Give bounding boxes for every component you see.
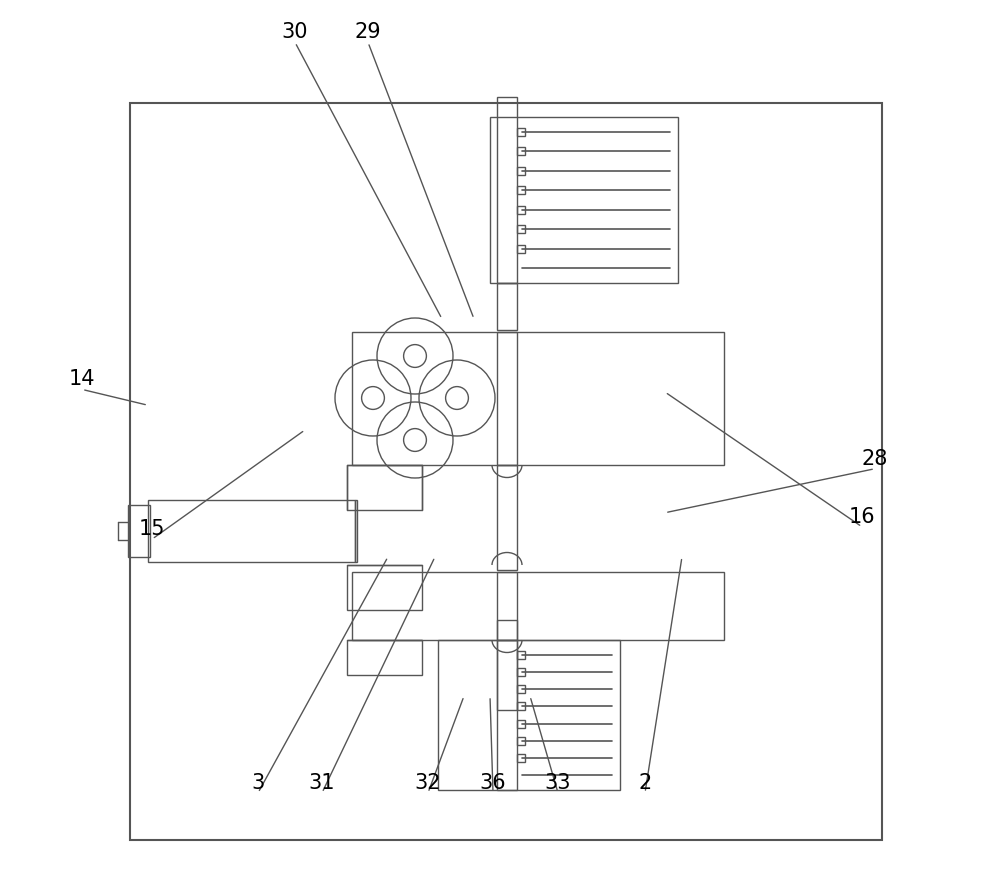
Bar (438, 640, 620, 790)
Bar (517, 128, 525, 136)
Bar (130, 103, 882, 840)
Bar (517, 245, 525, 253)
Text: 30: 30 (282, 22, 308, 42)
Text: 29: 29 (355, 22, 381, 42)
Bar (490, 117, 678, 283)
Bar (517, 167, 525, 174)
Bar (347, 465, 422, 510)
Bar (347, 565, 422, 610)
Text: 36: 36 (480, 773, 506, 793)
Text: 33: 33 (545, 773, 571, 793)
Bar (148, 500, 355, 562)
Text: 16: 16 (849, 507, 875, 527)
Bar (497, 97, 517, 283)
Bar (517, 147, 525, 155)
Bar (497, 620, 517, 790)
Bar (497, 640, 517, 710)
Bar (517, 226, 525, 233)
Text: 15: 15 (139, 519, 165, 539)
Bar (517, 737, 525, 744)
Text: 32: 32 (415, 773, 441, 793)
Bar (497, 572, 517, 640)
Bar (347, 640, 422, 675)
Bar (517, 651, 525, 659)
Text: 14: 14 (69, 369, 95, 389)
Bar (355, 500, 357, 562)
Bar (517, 685, 525, 693)
Bar (517, 754, 525, 762)
Text: 28: 28 (862, 448, 888, 469)
Bar (517, 668, 525, 676)
Bar (517, 702, 525, 710)
Bar (128, 505, 150, 557)
Text: 2: 2 (638, 773, 652, 793)
Text: 3: 3 (251, 773, 265, 793)
Bar (497, 465, 517, 570)
Bar (497, 332, 517, 465)
Bar (517, 720, 525, 728)
Bar (497, 283, 517, 330)
Bar (352, 572, 724, 640)
Text: 31: 31 (309, 773, 335, 793)
Bar (517, 186, 525, 195)
Bar (352, 332, 724, 465)
Bar (517, 206, 525, 214)
